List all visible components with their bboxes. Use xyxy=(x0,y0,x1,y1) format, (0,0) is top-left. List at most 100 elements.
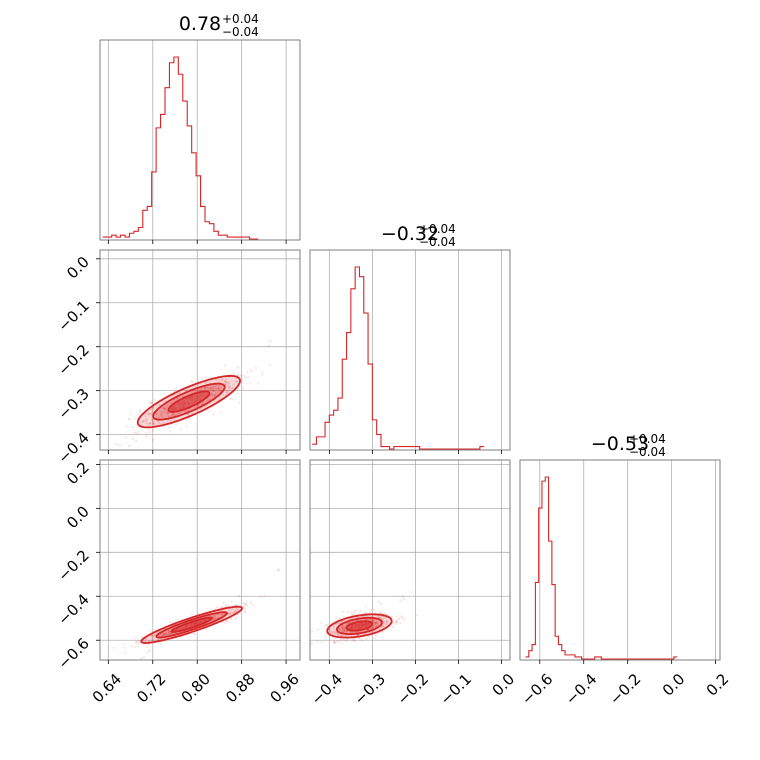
scatter-point xyxy=(335,616,338,619)
scatter-point xyxy=(217,386,220,390)
scatter-outlier xyxy=(334,642,337,645)
scatter-point xyxy=(238,401,241,405)
scatter-point xyxy=(123,642,126,646)
scatter-point xyxy=(225,389,228,392)
scatter-point xyxy=(167,632,170,635)
title-value-param-0: 0.78 xyxy=(179,13,221,35)
scatter-point xyxy=(225,381,228,384)
scatter-point xyxy=(343,628,346,631)
scatter-point xyxy=(242,601,245,605)
scatter-point xyxy=(224,380,227,383)
scatter-point xyxy=(243,607,247,610)
scatter-outlier xyxy=(377,600,381,604)
scatter-point xyxy=(149,422,153,425)
scatter-point xyxy=(145,419,148,423)
scatter-point xyxy=(225,383,228,387)
scatter-point xyxy=(199,388,203,391)
scatter-point xyxy=(316,628,319,631)
scatter-point xyxy=(232,372,235,375)
scatter-point xyxy=(224,620,227,623)
scatter-point xyxy=(151,639,154,642)
scatter-point xyxy=(333,632,337,635)
scatter-point xyxy=(142,420,145,423)
scatter-point xyxy=(167,629,170,633)
scatter-point xyxy=(245,602,248,605)
scatter-point xyxy=(124,436,128,439)
scatter-point xyxy=(123,651,127,654)
scatter-point xyxy=(239,374,243,377)
scatter-point xyxy=(184,389,188,392)
scatter-point xyxy=(213,389,216,392)
scatter-point xyxy=(385,612,389,615)
scatter-point xyxy=(135,640,138,643)
scatter-point xyxy=(226,620,230,623)
scatter-point xyxy=(229,613,232,616)
scatter-outlier xyxy=(149,431,152,434)
scatter-point xyxy=(147,422,150,426)
scatter-point xyxy=(232,607,235,610)
scatter-point xyxy=(228,386,231,389)
scatter-point xyxy=(213,387,216,390)
scatter-point xyxy=(159,637,163,641)
scatter-point xyxy=(333,640,336,643)
scatter-point xyxy=(205,382,208,385)
scatter-point xyxy=(382,622,385,625)
scatter-point xyxy=(215,379,218,382)
scatter-point xyxy=(136,432,139,435)
scatter-point xyxy=(169,401,172,404)
scatter-point xyxy=(160,420,163,423)
scatter-point xyxy=(224,622,227,625)
scatter-point xyxy=(166,411,169,414)
scatter-point xyxy=(375,621,378,624)
scatter-point xyxy=(162,406,165,409)
scatter-point xyxy=(339,641,343,644)
scatter-point xyxy=(345,630,348,633)
scatter-point xyxy=(399,621,402,625)
scatter-point xyxy=(155,427,158,430)
scatter-point xyxy=(342,610,345,613)
scatter-point xyxy=(210,393,213,397)
scatter-point xyxy=(330,632,333,635)
scatter-point xyxy=(162,411,166,415)
contour-panel-param-0-vs-1 xyxy=(96,249,301,454)
scatter-point xyxy=(225,390,229,394)
scatter-outlier xyxy=(135,439,138,443)
scatter-point xyxy=(334,628,337,631)
scatter-point xyxy=(244,376,247,379)
scatter-point xyxy=(343,629,346,632)
scatter-point xyxy=(375,621,378,624)
scatter-point xyxy=(161,415,164,418)
scatter-point xyxy=(215,392,218,395)
scatter-point xyxy=(149,401,152,404)
scatter-point xyxy=(144,414,147,418)
x-tick-label-param-2-4: 0.2 xyxy=(703,670,733,700)
scatter-point xyxy=(395,619,398,622)
title-minus-param-2: −0.04 xyxy=(629,445,666,459)
scatter-point xyxy=(227,613,230,616)
scatter-point xyxy=(401,616,404,619)
scatter-point xyxy=(157,420,160,423)
scatter-point xyxy=(217,387,220,390)
scatter-point xyxy=(211,394,214,397)
scatter-point xyxy=(342,628,345,631)
scatter-point xyxy=(218,397,221,400)
scatter-point xyxy=(415,614,419,617)
scatter-outlier xyxy=(277,569,280,572)
scatter-point xyxy=(220,378,223,381)
scatter-point xyxy=(358,637,361,640)
x-tick-label-param-2-0: −0.6 xyxy=(518,670,556,708)
scatter-point xyxy=(334,631,337,634)
scatter-point xyxy=(201,387,204,390)
scatter-point xyxy=(167,629,170,632)
scatter-point xyxy=(250,602,253,605)
scatter-point xyxy=(226,392,229,395)
scatter-point xyxy=(161,632,164,635)
scatter-outlier xyxy=(142,655,146,658)
scatter-point xyxy=(223,380,227,383)
scatter-point xyxy=(254,366,257,369)
scatter-point xyxy=(215,387,218,390)
scatter-point xyxy=(211,389,214,392)
scatter-point xyxy=(236,613,239,616)
scatter-point xyxy=(224,605,227,608)
scatter-point xyxy=(178,392,182,395)
